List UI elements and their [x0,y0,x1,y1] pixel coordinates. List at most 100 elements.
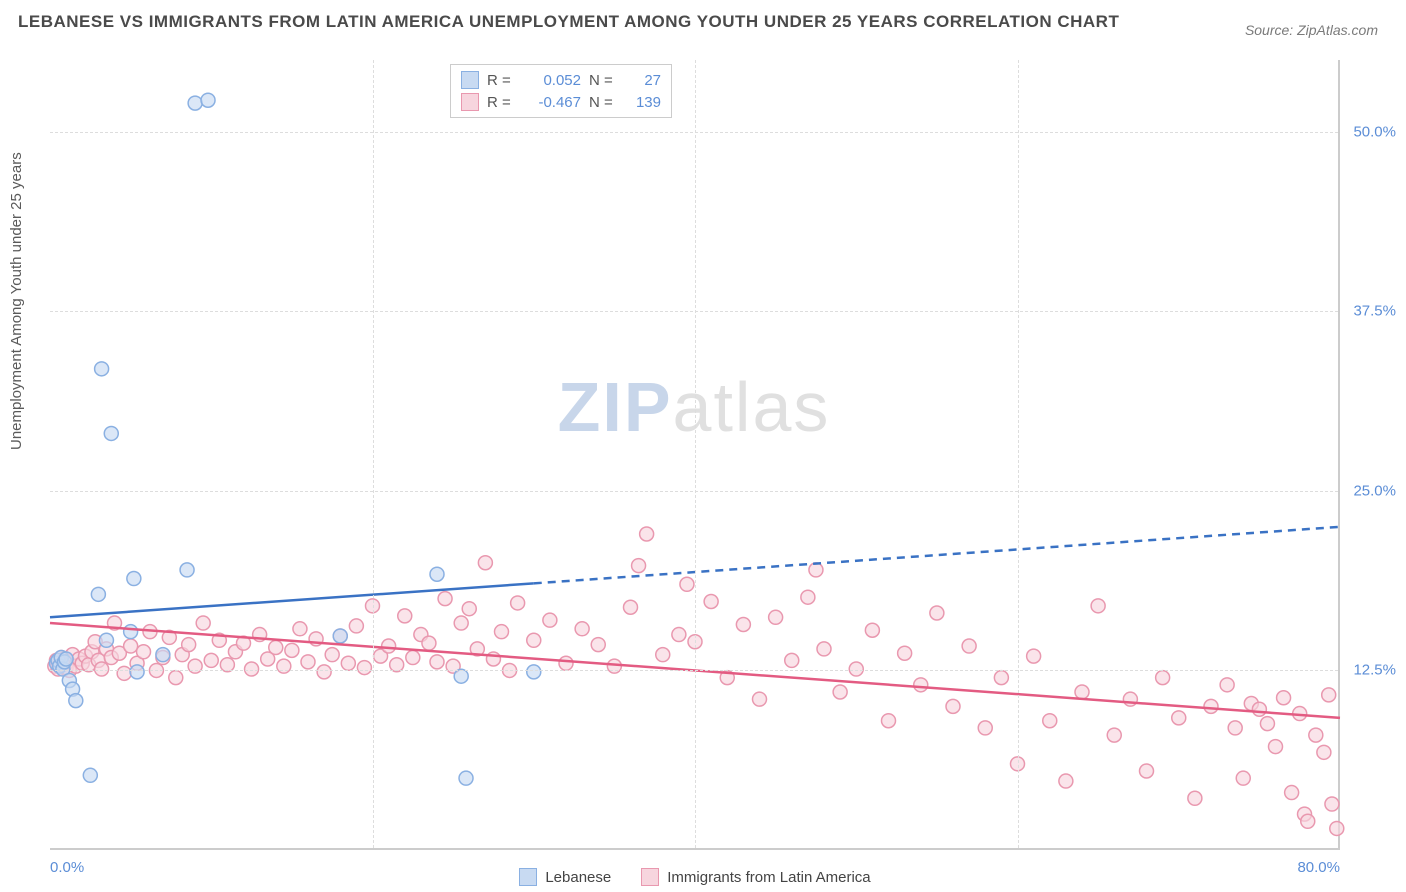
scatter-point [1156,671,1170,685]
scatter-point [124,625,138,639]
scatter-point [341,656,355,670]
scatter-point [104,426,118,440]
scatter-point [1269,740,1283,754]
grid-line-h [50,491,1338,492]
scatter-point [201,93,215,107]
legend-swatch [461,71,479,89]
scatter-point [559,656,573,670]
scatter-point [817,642,831,656]
legend-correlation-row: R =-0.467N =139 [461,91,661,113]
scatter-point [180,563,194,577]
scatter-point [459,771,473,785]
scatter-point [753,692,767,706]
y-tick-label: 37.5% [1353,303,1396,320]
scatter-point [632,559,646,573]
scatter-point [69,694,83,708]
scatter-point [269,640,283,654]
legend-series: Lebanese Immigrants from Latin America [50,868,1340,886]
scatter-point [1123,692,1137,706]
scatter-point [1059,774,1073,788]
legend-label: Immigrants from Latin America [667,869,870,886]
scatter-point [1043,714,1057,728]
y-axis-label: Unemployment Among Youth under 25 years [8,152,25,450]
scatter-point [736,617,750,631]
scatter-point [1325,797,1339,811]
grid-line-v [1018,60,1019,848]
scatter-point [95,362,109,376]
scatter-point [833,685,847,699]
scatter-point [930,606,944,620]
scatter-point [1322,688,1336,702]
scatter-point [1285,786,1299,800]
scatter-point [245,662,259,676]
scatter-point [156,648,170,662]
scatter-point [1188,791,1202,805]
scatter-point [865,623,879,637]
scatter-point [1236,771,1250,785]
scatter-point [672,628,686,642]
scatter-point [1260,717,1274,731]
legend-swatch [519,868,537,886]
scatter-point [137,645,151,659]
scatter-point [575,622,589,636]
scatter-point [704,595,718,609]
legend-correlation: R =0.052N =27R =-0.467N =139 [450,64,672,118]
y-tick-label: 25.0% [1353,482,1396,499]
scatter-point [1140,764,1154,778]
scatter-point [169,671,183,685]
legend-item: Lebanese [519,868,611,886]
scatter-point [382,639,396,653]
scatter-point [462,602,476,616]
scatter-point [127,572,141,586]
scatter-point [882,714,896,728]
scatter-point [1091,599,1105,613]
grid-line-h [50,132,1338,133]
scatter-point [994,671,1008,685]
scatter-point [91,587,105,601]
scatter-point [1075,685,1089,699]
scatter-point [849,662,863,676]
scatter-point [454,616,468,630]
scatter-point [1204,699,1218,713]
scatter-point [285,643,299,657]
scatter-point [188,96,202,110]
scatter-point [1172,711,1186,725]
scatter-point [1309,728,1323,742]
trend-line-solid [50,583,534,617]
scatter-point [124,639,138,653]
scatter-point [430,567,444,581]
scatter-point [809,563,823,577]
scatter-point [430,655,444,669]
scatter-point [204,653,218,667]
chart-title: LEBANESE VS IMMIGRANTS FROM LATIN AMERIC… [18,12,1119,32]
scatter-point [1027,649,1041,663]
grid-line-v [373,60,374,848]
scatter-point [349,619,363,633]
scatter-point [438,592,452,606]
trend-line-dashed [534,527,1340,584]
scatter-point [59,652,73,666]
legend-swatch [461,93,479,111]
scatter-point [914,678,928,692]
scatter-point [527,633,541,647]
scatter-point [325,648,339,662]
source-label: Source: ZipAtlas.com [1245,22,1378,38]
scatter-point [680,577,694,591]
scatter-point [1301,814,1315,828]
scatter-point [962,639,976,653]
scatter-point [117,666,131,680]
scatter-point [801,590,815,604]
scatter-point [406,651,420,665]
scatter-point [624,600,638,614]
scatter-point [769,610,783,624]
scatter-point [130,665,144,679]
scatter-point [317,665,331,679]
scatter-point [95,662,109,676]
chart-svg [50,60,1338,848]
scatter-point [591,638,605,652]
scatter-point [182,638,196,652]
scatter-point [946,699,960,713]
legend-item: Immigrants from Latin America [641,868,870,886]
scatter-point [785,653,799,667]
legend-swatch [641,868,659,886]
